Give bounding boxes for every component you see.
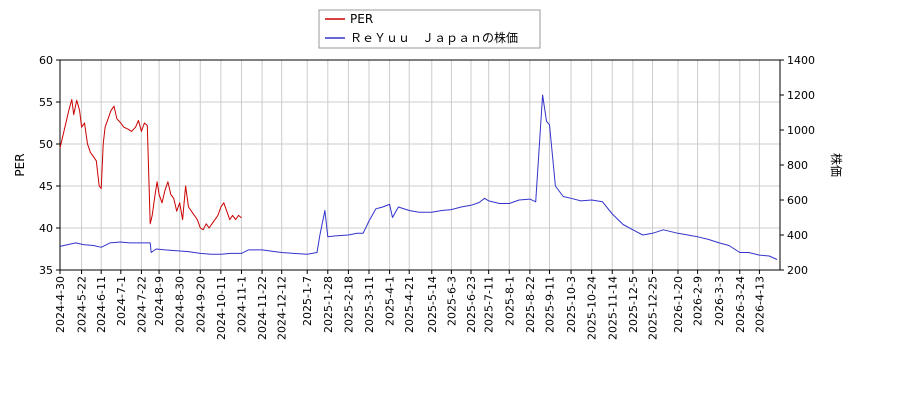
left-tick-label: 45 — [39, 180, 53, 193]
right-tick-label: 600 — [787, 194, 808, 207]
left-axis-title: PER — [13, 153, 27, 176]
left-tick-label: 40 — [39, 222, 53, 235]
left-tick-label: 50 — [39, 138, 53, 151]
legend: PER ＲｅＹｕｕ Ｊａｐａｎの株価 — [318, 9, 541, 49]
legend-box — [318, 9, 541, 49]
x-tick-label: 2025-5-14 — [426, 276, 439, 333]
x-tick-label: 2024-5-22 — [76, 276, 89, 333]
x-tick-label: 2025-12-5 — [627, 276, 640, 333]
legend-label-per: PER — [350, 12, 373, 26]
x-tick-label: 2025-1-28 — [322, 276, 335, 333]
right-tick-label: 1000 — [787, 124, 815, 137]
x-tick-label: 2024-6-11 — [95, 276, 108, 333]
x-tick-label: 2024-7-1 — [115, 276, 128, 326]
right-tick-label: 400 — [787, 229, 808, 242]
x-tick-label: 2024-11-22 — [256, 276, 269, 340]
x-tick-label: 2024-8-30 — [174, 276, 187, 333]
grid — [59, 59, 780, 271]
x-axis-ticks: 2024-4-30 2024-5-22 2024-6-11 2024-7-1 2024-… — [54, 270, 766, 340]
x-tick-label: 2026-3-3 — [713, 276, 726, 326]
x-tick-label: 2025-10-24 — [586, 276, 599, 340]
x-tick-label: 2025-6-23 — [465, 276, 478, 333]
x-tick-label: 2025-10-3 — [565, 276, 578, 333]
x-tick-label: 2024-11-1 — [235, 276, 248, 333]
left-axis-ticks: 35 40 45 50 55 60 — [39, 54, 60, 277]
x-tick-label: 2026-1-20 — [672, 276, 685, 333]
legend-label-price: ＲｅＹｕｕ Ｊａｐａｎの株価 — [350, 30, 518, 45]
x-tick-label: 2024-4-30 — [54, 276, 67, 333]
x-tick-label: 2024-8-9 — [153, 276, 166, 326]
series-lines — [59, 94, 778, 260]
x-tick-label: 2025-11-14 — [606, 276, 619, 340]
series-per-line — [59, 99, 242, 231]
x-tick-label: 2024-9-20 — [194, 276, 207, 333]
right-axis-title: 株価 — [829, 153, 844, 177]
x-tick-label: 2026-2-9 — [692, 276, 705, 326]
x-tick-label: 2025-2-18 — [342, 276, 355, 333]
right-tick-label: 1400 — [787, 54, 815, 67]
left-tick-label: 35 — [39, 264, 53, 277]
x-tick-label: 2024-7-22 — [135, 276, 148, 333]
x-tick-label: 2025-4-1 — [384, 276, 397, 326]
series-price-line — [59, 94, 778, 260]
right-tick-label: 800 — [787, 159, 808, 172]
x-tick-label: 2026-4-13 — [753, 276, 766, 333]
right-axis-ticks: 200 400 600 800 1000 1200 1400 — [780, 54, 815, 277]
plot-area — [59, 59, 781, 271]
x-tick-label: 2025-6-3 — [445, 276, 458, 326]
left-tick-label: 55 — [39, 96, 53, 109]
x-tick-label: 2025-8-22 — [524, 276, 537, 333]
right-tick-label: 1200 — [787, 89, 815, 102]
x-tick-label: 2025-12-25 — [646, 276, 659, 340]
x-tick-label: 2025-7-11 — [483, 276, 496, 333]
x-tick-label: 2025-9-11 — [543, 276, 556, 333]
x-tick-label: 2024-10-11 — [215, 276, 228, 340]
x-tick-label: 2026-3-24 — [734, 276, 747, 333]
right-tick-label: 200 — [787, 264, 808, 277]
x-tick-label: 2025-1-7 — [301, 276, 314, 326]
left-tick-label: 60 — [39, 54, 53, 67]
x-tick-label: 2025-3-11 — [363, 276, 376, 333]
x-tick-label: 2024-12-12 — [276, 276, 289, 340]
x-tick-label: 2025-4-21 — [403, 276, 416, 333]
x-tick-label: 2025-8-1 — [503, 276, 516, 326]
